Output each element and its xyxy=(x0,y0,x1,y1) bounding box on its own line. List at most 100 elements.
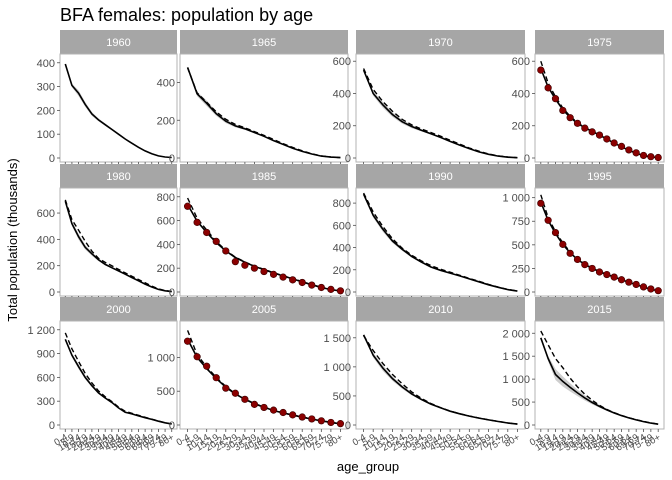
panel-1960: 1960 0 100 200 300 400 xyxy=(37,30,178,165)
observed-point xyxy=(617,142,626,150)
strip-background-2015 xyxy=(535,297,664,321)
strip-label-1970: 1970 xyxy=(428,37,452,49)
observed-point xyxy=(573,255,582,264)
observed-point xyxy=(203,228,211,237)
observed-point xyxy=(336,420,345,428)
observed-point xyxy=(654,153,662,162)
panel-1985: 1985 0 200 400 600 800 xyxy=(157,164,349,299)
y-tick-label: 2 000 xyxy=(502,328,530,340)
y-tick-label: 0 xyxy=(169,153,175,165)
y-tick-label: 1 000 xyxy=(502,193,530,205)
y-tick-label: 500 xyxy=(157,386,175,398)
panel-background-1990 xyxy=(355,187,526,297)
y-tick-label: 250 xyxy=(512,263,530,275)
y-tick-label: 400 xyxy=(37,234,55,246)
observed-point xyxy=(639,283,648,291)
panel-1995: 1995 0 250 500 750 1 000 xyxy=(502,164,665,299)
strip-background-1970 xyxy=(356,30,525,54)
observed-point xyxy=(327,418,335,427)
strip-background-1990 xyxy=(356,164,525,188)
observed-point xyxy=(654,287,662,295)
observed-point xyxy=(581,261,589,269)
observed-point xyxy=(603,270,611,279)
estimate-line xyxy=(362,193,518,292)
y-tick-label: 200 xyxy=(157,263,175,275)
observed-point xyxy=(566,114,574,122)
observed-point xyxy=(222,247,230,255)
observed-point xyxy=(625,278,633,286)
panel-1965: 1965 0 200 400 xyxy=(157,30,349,165)
observed-point xyxy=(610,139,618,147)
observed-point xyxy=(308,415,316,423)
panel-background-1995 xyxy=(534,187,665,297)
uncertainty-ribbon xyxy=(363,70,518,158)
observed-point xyxy=(193,353,201,361)
estimate-line xyxy=(186,67,341,159)
observed-point xyxy=(647,285,655,293)
uncertainty-ribbon xyxy=(65,201,172,292)
y-tick-label: 600 xyxy=(512,56,530,68)
strip-background-2010 xyxy=(356,297,525,321)
observed-point xyxy=(559,240,567,248)
y-tick-label: 1 000 xyxy=(502,374,530,386)
y-tick-label: 200 xyxy=(333,265,351,277)
y-tick-label: 0 xyxy=(345,287,351,299)
panel-1990: 1990 0 200 400 600 800 xyxy=(333,164,526,299)
strip-label-1980: 1980 xyxy=(106,171,130,183)
y-tick-label: 800 xyxy=(157,192,175,204)
facet-panels: 1960 0 100 200 300 400 1965 0 200 400 1970 0 200 400 6… xyxy=(27,30,665,454)
observed-point xyxy=(298,413,306,421)
observed-point xyxy=(551,228,560,237)
y-tick-label: 100 xyxy=(37,129,55,141)
y-tick-label: 0 xyxy=(524,420,530,432)
observed-point xyxy=(327,285,335,293)
y-tick-label: 600 xyxy=(157,216,175,228)
observed-point xyxy=(610,273,618,281)
observed-point xyxy=(183,202,192,210)
observed-point xyxy=(250,400,259,408)
y-tick-label: 0 xyxy=(49,420,55,432)
panel-1980: 1980 0 200 400 600 xyxy=(37,164,178,299)
observed-point xyxy=(647,153,655,161)
observed-point xyxy=(212,237,220,246)
y-tick-label: 0 xyxy=(345,153,351,165)
y-tick-label: 0 xyxy=(49,153,55,165)
y-tick-label: 750 xyxy=(512,216,530,228)
strip-label-1965: 1965 xyxy=(252,37,276,49)
observed-point xyxy=(260,267,268,276)
y-tick-label: 500 xyxy=(333,391,351,403)
x-axis-title: age_group xyxy=(337,459,399,474)
y-tick-label: 0 xyxy=(49,287,55,299)
estimate-line xyxy=(64,200,172,293)
observed-point xyxy=(212,374,220,382)
panel-background-1985 xyxy=(179,187,349,297)
strip-background-1995 xyxy=(535,164,664,188)
y-tick-label: 0 xyxy=(345,420,351,432)
observed-point xyxy=(566,249,574,257)
observed-point xyxy=(289,411,297,419)
panel-background-2010 xyxy=(355,320,526,430)
observed-point xyxy=(632,149,640,157)
observed-point xyxy=(203,362,211,370)
observed-point xyxy=(269,270,278,278)
observed-point xyxy=(632,280,640,289)
y-tick-label: 0 xyxy=(169,287,175,299)
panel-background-1970 xyxy=(355,53,526,163)
y-tick-label: 200 xyxy=(157,115,175,127)
y-tick-label: 1 500 xyxy=(323,333,351,345)
y-tick-label: 400 xyxy=(157,78,175,90)
strip-label-1975: 1975 xyxy=(587,37,611,49)
projection-line xyxy=(362,192,518,292)
panel-background-1975 xyxy=(534,53,665,163)
y-tick-label: 0 xyxy=(524,153,530,165)
observed-point xyxy=(551,95,560,103)
observed-point xyxy=(250,264,259,272)
y-tick-label: 1 200 xyxy=(27,325,55,337)
y-tick-label: 400 xyxy=(157,239,175,251)
observed-point xyxy=(559,106,567,115)
estimate-line xyxy=(64,63,172,159)
